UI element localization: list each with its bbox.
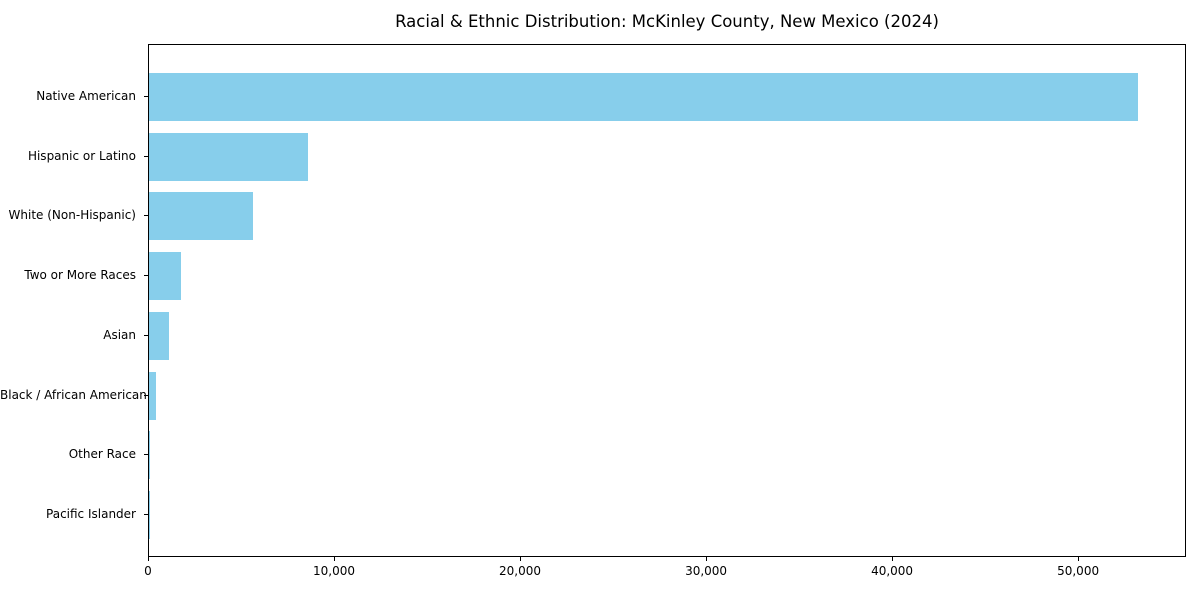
x-tick-mark [1078, 557, 1080, 561]
chart-title: Racial & Ethnic Distribution: McKinley C… [395, 12, 939, 31]
x-tick-mark [706, 557, 708, 561]
y-tick-label: Hispanic or Latino [27, 148, 136, 163]
y-tick-label: Asian [103, 327, 136, 342]
y-tick-label: Other Race [68, 447, 136, 462]
bar-native-american [149, 73, 1138, 121]
y-tick-mark [144, 513, 148, 515]
y-tick-mark [144, 155, 148, 157]
y-tick-mark [144, 394, 148, 396]
x-tick-label: 10,000 [313, 564, 356, 578]
x-tick-mark [520, 557, 522, 561]
x-tick-label: 50,000 [1057, 564, 1100, 578]
y-tick-label: Two or More Races [24, 268, 136, 283]
y-tick-mark [144, 334, 148, 336]
bar-other-race [149, 431, 151, 480]
y-tick-mark [144, 275, 148, 277]
y-tick-mark [144, 96, 148, 97]
y-tick-mark [144, 215, 148, 217]
bar-asian [149, 311, 169, 360]
y-tick-label: Black / African American [0, 387, 147, 402]
x-tick-label: 40,000 [871, 564, 914, 578]
bar-two-or-more-races [149, 252, 181, 301]
x-tick-mark [892, 557, 894, 561]
plot-area [148, 44, 1186, 557]
x-tick-mark [334, 557, 336, 561]
x-tick-label: 20,000 [499, 564, 542, 578]
y-tick-label: Pacific Islander [46, 506, 136, 521]
y-tick-label: White (Non-Hispanic) [8, 208, 136, 223]
bar-white-non-hispanic [149, 192, 254, 241]
bar-black-african-american [149, 371, 156, 420]
y-tick-label: Native American [36, 89, 136, 103]
x-tick-label: 30,000 [685, 564, 728, 578]
bar-hispanic-or-latino [149, 132, 309, 181]
y-tick-mark [144, 454, 148, 456]
x-tick-label: 0 [144, 564, 152, 578]
bar-pacific-islander [149, 490, 150, 539]
x-tick-mark [148, 557, 149, 561]
